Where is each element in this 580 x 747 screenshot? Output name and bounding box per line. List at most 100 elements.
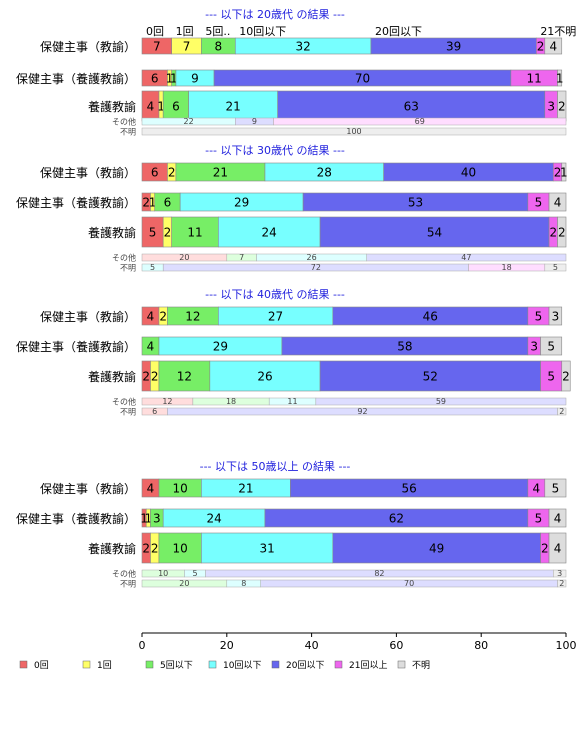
segment-label: 2 (558, 100, 566, 114)
row-label: 養護教諭 (88, 99, 136, 114)
segment-label: 3 (153, 512, 161, 526)
segment-label: 5 (547, 370, 555, 384)
segment-label: 2 (164, 226, 172, 240)
row-label: 保健主事（養護教諭） (16, 511, 136, 526)
top-category-label: 5回.. (205, 25, 230, 38)
small-segment-label: 5 (553, 263, 558, 272)
legend-label: 0回 (34, 660, 49, 671)
segment-label: 4 (147, 310, 155, 324)
x-tick-label: 60 (389, 639, 403, 652)
segment-label: 6 (151, 72, 159, 86)
small-segment-label: 70 (404, 579, 414, 588)
segment-label: 2 (562, 370, 570, 384)
x-tick-label: 100 (556, 639, 577, 652)
legend-label: 不明 (412, 660, 430, 671)
segment-label: 1 (560, 166, 568, 180)
segment-label: 6 (151, 166, 159, 180)
legend-swatch (145, 660, 154, 669)
segment-label: 5 (547, 340, 555, 354)
row-label: 保健主事（教諭） (40, 165, 136, 180)
small-bar-segment (557, 579, 567, 588)
row-label: 保健主事（養護教諭） (16, 71, 136, 86)
segment-label: 7 (183, 40, 191, 54)
bar-segment (561, 360, 571, 392)
row-label: 保健主事（教諭） (40, 309, 136, 324)
small-row-label: 不明 (120, 128, 136, 137)
small-segment-label: 2 (559, 579, 564, 588)
small-row-label: 不明 (120, 580, 136, 589)
small-segment-label: 20 (179, 253, 189, 262)
segment-label: 26 (257, 370, 272, 384)
segment-label: 4 (549, 40, 557, 54)
bar-segment (544, 37, 563, 55)
row-label: 養護教諭 (88, 225, 136, 240)
group-title: --- 以下は 40歳代 の結果 --- (205, 287, 345, 301)
bar-segment (544, 478, 567, 498)
legend-label: 5回以下 (160, 660, 193, 671)
segment-label: 11 (187, 226, 202, 240)
segment-label: 56 (401, 482, 416, 496)
segment-label: 21 (213, 166, 228, 180)
small-bar-segment (315, 397, 567, 406)
small-segment-label: 9 (252, 117, 257, 126)
small-segment-label: 69 (415, 117, 425, 126)
segment-label: 1 (140, 512, 148, 526)
legend-label: 20回以下 (286, 660, 324, 671)
bar-segment (548, 192, 567, 212)
segment-label: 63 (404, 100, 419, 114)
group-title: --- 以下は 30歳代 の結果 --- (205, 143, 345, 157)
segment-label: 3 (552, 310, 560, 324)
segment-label: 2 (142, 196, 150, 210)
small-segment-label: 20 (179, 579, 189, 588)
segment-label: 24 (206, 512, 221, 526)
segment-label: 28 (317, 166, 332, 180)
segment-label: 5 (552, 482, 560, 496)
segment-label: 8 (214, 40, 222, 54)
segment-label: 4 (147, 100, 155, 114)
bar-segment (209, 360, 321, 392)
small-row-label: その他 (112, 117, 136, 127)
top-category-label: 21不明 (540, 25, 576, 38)
segment-label: 2 (537, 40, 545, 54)
segment-label: 6 (164, 196, 172, 210)
legend-swatch (82, 660, 91, 669)
small-segment-label: 3 (557, 569, 562, 578)
bar-segment (332, 532, 541, 564)
segment-label: 4 (532, 482, 540, 496)
bar-segment (158, 360, 211, 392)
small-segment-label: 2 (559, 407, 564, 416)
segment-label: 1 (149, 196, 157, 210)
segment-label: 32 (295, 40, 310, 54)
small-segment-label: 92 (357, 407, 367, 416)
bar-segment (277, 90, 546, 122)
segment-label: 1 (166, 72, 174, 86)
legend-label: 1回 (97, 660, 112, 671)
segment-label: 29 (234, 196, 249, 210)
segment-label: 4 (147, 482, 155, 496)
segment-label: 9 (191, 72, 199, 86)
legend-swatch (208, 660, 217, 669)
segment-label: 1 (145, 512, 153, 526)
row-label: 保健主事（養護教諭） (16, 195, 136, 210)
segment-label: 2 (151, 542, 159, 556)
bar-segment (171, 216, 219, 248)
bar-segment (319, 216, 550, 248)
row-label: 養護教諭 (88, 369, 136, 384)
legend-swatch (334, 660, 343, 669)
segment-label: 5 (535, 310, 543, 324)
bar-segment (548, 508, 567, 528)
small-bar-segment (366, 253, 567, 262)
segment-label: 31 (259, 542, 274, 556)
segment-label: 3 (530, 340, 538, 354)
small-segment-label: 5 (192, 569, 197, 578)
small-segment-label: 59 (436, 397, 446, 406)
bar-segment (158, 532, 202, 564)
segment-label: 27 (268, 310, 283, 324)
segment-label: 11 (527, 72, 542, 86)
small-row-label: 不明 (120, 408, 136, 417)
small-segment-label: 22 (184, 117, 194, 126)
group-title: --- 以下は 50歳以上 の結果 --- (200, 459, 351, 473)
small-row-label: その他 (112, 397, 136, 407)
small-segment-label: 11 (287, 397, 297, 406)
